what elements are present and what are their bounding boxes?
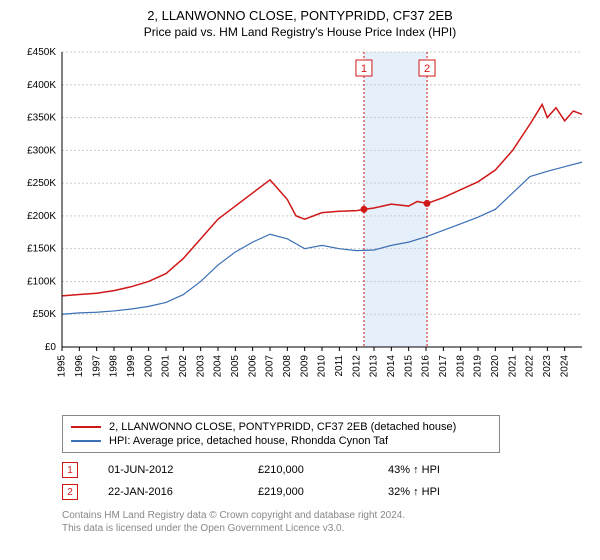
svg-text:2009: 2009	[299, 355, 310, 378]
svg-text:2022: 2022	[525, 355, 536, 378]
legend-label: 2, LLANWONNO CLOSE, PONTYPRIDD, CF37 2EB…	[109, 421, 456, 433]
chart-subtitle: Price paid vs. HM Land Registry's House …	[12, 25, 588, 39]
svg-text:£250K: £250K	[27, 178, 56, 189]
svg-text:1997: 1997	[91, 355, 102, 378]
legend-label: HPI: Average price, detached house, Rhon…	[109, 435, 388, 447]
legend-swatch	[71, 440, 101, 442]
footer-attribution: Contains HM Land Registry data © Crown c…	[62, 509, 588, 535]
footer-line-2: This data is licensed under the Open Gov…	[62, 522, 588, 535]
chart-plot: £0 £50K £100K £150K £200K £250K £300K £350K £400…	[12, 47, 588, 407]
svg-text:2024: 2024	[559, 355, 570, 378]
legend-item: HPI: Average price, detached house, Rhon…	[71, 434, 491, 448]
svg-text:2019: 2019	[473, 355, 484, 378]
svg-text:1998: 1998	[109, 355, 120, 378]
svg-text:1999: 1999	[126, 355, 137, 378]
marker-date: 22-JAN-2016	[108, 486, 228, 498]
footer-line-1: Contains HM Land Registry data © Crown c…	[62, 509, 588, 522]
svg-text:2011: 2011	[334, 355, 345, 377]
chart-container: 2, LLANWONNO CLOSE, PONTYPRIDD, CF37 2EB…	[0, 0, 600, 543]
svg-text:2007: 2007	[265, 355, 276, 378]
svg-text:2000: 2000	[143, 355, 154, 378]
svg-text:2010: 2010	[317, 355, 328, 378]
svg-text:2006: 2006	[247, 355, 258, 378]
marker-date: 01-JUN-2012	[108, 464, 228, 476]
svg-text:2015: 2015	[403, 355, 414, 378]
marker-table: 1 01-JUN-2012 £210,000 43% ↑ HPI 2 22-JAN-201…	[62, 459, 588, 503]
svg-text:2003: 2003	[195, 355, 206, 378]
svg-text:2013: 2013	[369, 355, 380, 378]
svg-text:£300K: £300K	[27, 145, 56, 156]
svg-text:£150K: £150K	[27, 244, 56, 255]
svg-text:£200K: £200K	[27, 211, 56, 222]
marker-badge: 1	[62, 462, 78, 478]
chart-title: 2, LLANWONNO CLOSE, PONTYPRIDD, CF37 2EB	[12, 8, 588, 23]
marker-badge: 2	[62, 484, 78, 500]
svg-text:£400K: £400K	[27, 80, 56, 91]
legend: 2, LLANWONNO CLOSE, PONTYPRIDD, CF37 2EB…	[62, 415, 500, 453]
svg-text:2008: 2008	[282, 355, 293, 378]
svg-text:2012: 2012	[351, 355, 362, 378]
svg-text:2004: 2004	[213, 355, 224, 378]
marker-price: £219,000	[258, 486, 358, 498]
svg-text:£100K: £100K	[27, 276, 56, 287]
svg-text:£450K: £450K	[27, 47, 56, 58]
marker-pct: 43% ↑ HPI	[388, 464, 508, 476]
svg-text:2016: 2016	[421, 355, 432, 378]
svg-text:2023: 2023	[542, 355, 553, 378]
svg-text:£0: £0	[45, 342, 57, 353]
svg-text:£350K: £350K	[27, 113, 56, 124]
svg-text:2018: 2018	[455, 355, 466, 378]
svg-text:2002: 2002	[178, 355, 189, 378]
svg-text:2005: 2005	[230, 355, 241, 378]
marker-row: 2 22-JAN-2016 £219,000 32% ↑ HPI	[62, 481, 588, 503]
svg-text:2021: 2021	[507, 355, 518, 378]
svg-text:1: 1	[361, 63, 367, 75]
svg-text:2020: 2020	[490, 355, 501, 378]
marker-row: 1 01-JUN-2012 £210,000 43% ↑ HPI	[62, 459, 588, 481]
svg-text:2017: 2017	[438, 355, 449, 378]
svg-text:1995: 1995	[57, 355, 68, 378]
marker-pct: 32% ↑ HPI	[388, 486, 508, 498]
svg-text:£50K: £50K	[33, 309, 57, 320]
legend-item: 2, LLANWONNO CLOSE, PONTYPRIDD, CF37 2EB…	[71, 420, 491, 434]
marker-price: £210,000	[258, 464, 358, 476]
svg-text:1996: 1996	[74, 355, 85, 378]
svg-text:2001: 2001	[161, 355, 172, 378]
svg-text:2014: 2014	[386, 355, 397, 378]
svg-text:2: 2	[424, 63, 430, 75]
legend-swatch	[71, 426, 101, 428]
